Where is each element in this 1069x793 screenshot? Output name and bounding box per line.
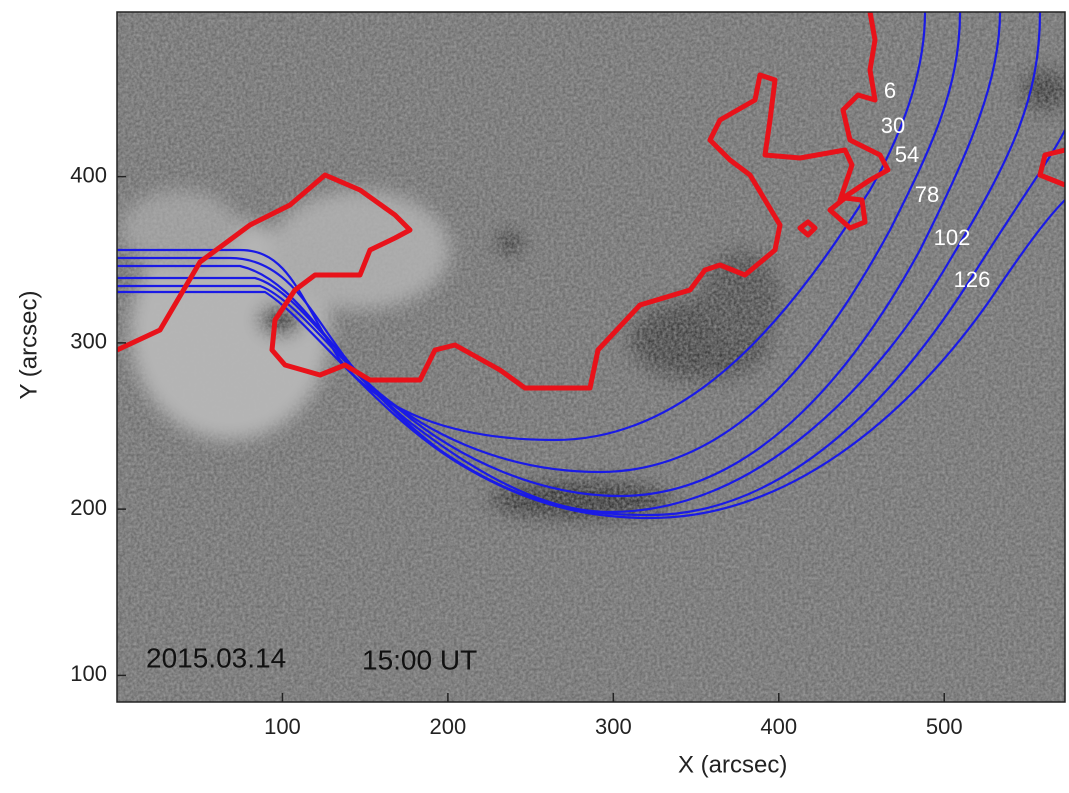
time-annotation: 15:00 UT: [362, 644, 477, 675]
y-tick-label: 100: [70, 661, 107, 686]
magnetogram: [117, 12, 1067, 702]
x-axis-label: X (arcsec): [678, 751, 787, 778]
y-tick-label: 200: [70, 495, 107, 520]
x-tick-label: 200: [430, 714, 467, 739]
slit-label: 126: [954, 267, 991, 292]
x-tick-label: 500: [926, 714, 963, 739]
slit-label: 78: [915, 182, 939, 207]
x-tick-label: 100: [264, 714, 301, 739]
x-tick-label: 300: [595, 714, 632, 739]
figure: X (arcsec) Y (arcsec) 2015.03.14 15:00 U…: [0, 0, 1069, 788]
y-tick-label: 300: [70, 329, 107, 354]
date-annotation: 2015.03.14: [146, 642, 286, 673]
slit-label: 102: [934, 225, 971, 250]
y-tick-label: 400: [70, 162, 107, 187]
slit-label: 54: [895, 142, 919, 167]
slit-label: 30: [881, 113, 905, 138]
x-tick-label: 400: [760, 714, 797, 739]
y-axis-label: Y (arcsec): [15, 291, 42, 400]
slit-label: 6: [884, 78, 896, 103]
